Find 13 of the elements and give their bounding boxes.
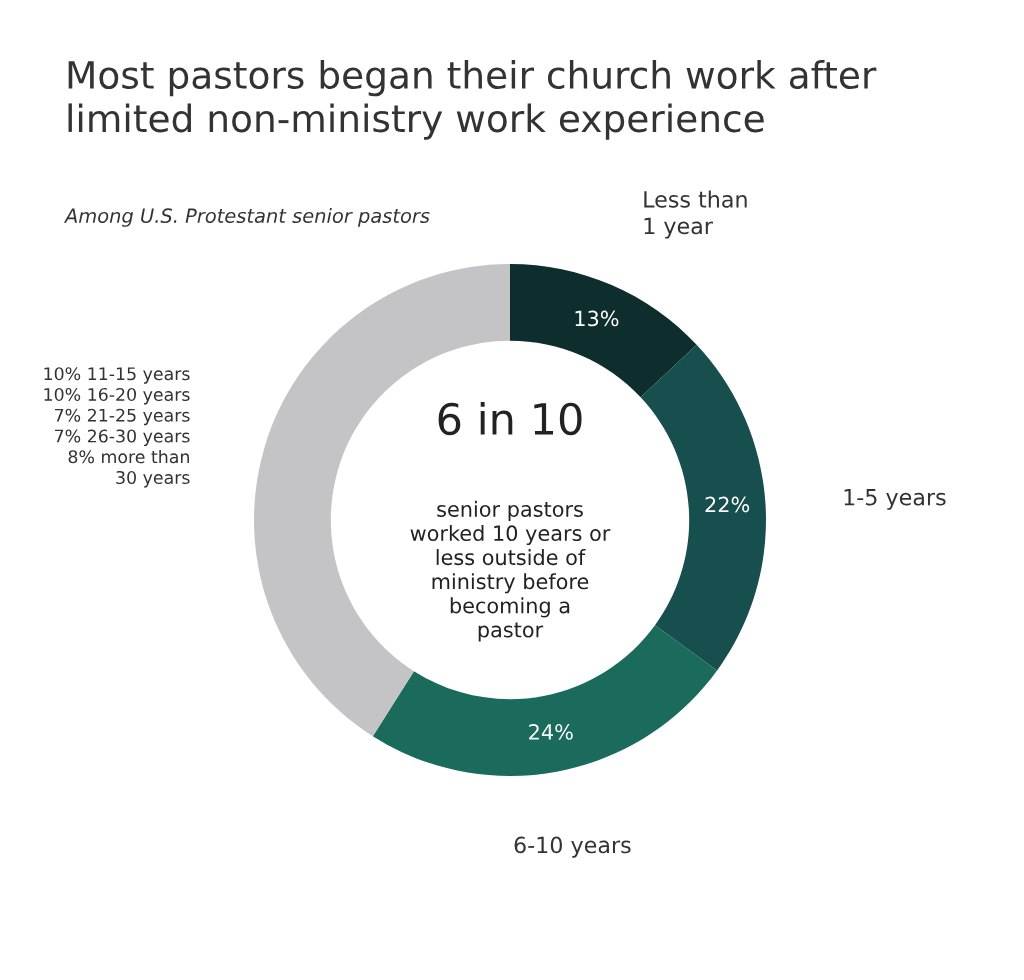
text: senior pastors worked 10 years or less outside of ministry before becoming a pastor: [410, 500, 611, 642]
chart-title: Most pastors began their church work after limited non-ministry work experience: [68, 60, 877, 140]
text: Among U.S. Protestant senior pastors: [63, 208, 430, 227]
slice-label: 10% 11-15 years 10% 16-20 years 7% 21-25 years 7% 26-30 years 8% more than 30 years: [44, 367, 190, 488]
donut-slice: [640, 344, 766, 671]
slice-label: Less than 1 year: [644, 190, 747, 239]
donut-slice: [510, 264, 697, 398]
data-label: 13%: [575, 310, 619, 327]
slice-label: 1-5 years: [844, 489, 946, 510]
slice-label: 6-10 years: [514, 836, 631, 858]
text: 6 in 10: [438, 401, 582, 436]
data-label: 24%: [529, 724, 573, 740]
data-label: 22%: [705, 496, 750, 513]
